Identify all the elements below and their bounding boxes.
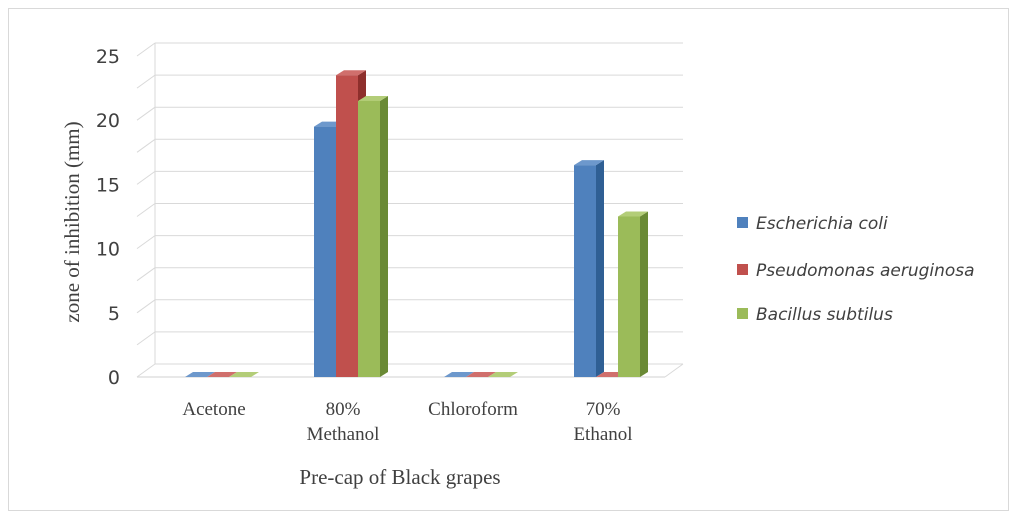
- x-tick-label: 80%: [326, 399, 361, 420]
- bar: [574, 160, 604, 377]
- bar-top: [207, 372, 237, 377]
- bar: [488, 372, 518, 377]
- gridline-depth: [136, 331, 156, 346]
- legend: Escherichia coli Pseudomonas aeruginosa Ba…: [737, 214, 975, 325]
- gridline-depth: [136, 267, 156, 282]
- bar-front: [314, 126, 336, 378]
- gridline-depth: [136, 42, 156, 57]
- y-tick-label: 5: [108, 303, 120, 325]
- gridline-depth: [136, 74, 156, 89]
- bar-top: [229, 372, 259, 377]
- bar-top: [466, 372, 496, 377]
- y-tick-label: 25: [96, 46, 120, 68]
- bar-top: [444, 372, 474, 377]
- gridline-depth: [136, 138, 156, 153]
- legend-swatch: [737, 264, 748, 275]
- y-tick-label: 20: [96, 110, 120, 132]
- bar-front: [618, 216, 640, 377]
- legend-label: Escherichia coli: [756, 214, 888, 234]
- bar-front: [336, 75, 358, 377]
- x-tick-label: 70%: [586, 399, 621, 420]
- y-tick-label: 10: [96, 239, 120, 261]
- y-tick-label: 15: [96, 174, 120, 196]
- gridline-depth: [136, 235, 156, 250]
- gridline-depth: [136, 106, 156, 121]
- bar-front: [358, 100, 380, 377]
- y-tick-label: 0: [108, 367, 120, 389]
- bar: [229, 372, 259, 377]
- x-tick-label: Chloroform: [428, 399, 518, 420]
- bar: [618, 211, 648, 377]
- legend-swatch: [737, 217, 748, 228]
- gridline-depth: [136, 363, 156, 378]
- y-axis-title: zone of inhibition (mm): [60, 121, 84, 322]
- bar-side: [380, 95, 388, 377]
- y-axis-ticks: 0 5 10 15 20 25: [96, 46, 120, 389]
- legend-swatch: [737, 308, 748, 319]
- bar-top: [185, 372, 215, 377]
- bar: [185, 372, 215, 377]
- gridline-depth: [136, 170, 156, 185]
- bar: [358, 95, 388, 377]
- legend-label: Pseudomonas aeruginosa: [756, 261, 975, 281]
- bar-top: [336, 70, 366, 76]
- x-tick-label: Ethanol: [573, 424, 632, 445]
- bar-top: [358, 95, 388, 101]
- bar-top: [574, 160, 604, 166]
- chart-frame: [8, 8, 1009, 511]
- gridline-depth: [136, 203, 156, 217]
- bar: [466, 372, 496, 377]
- bars: [185, 70, 648, 378]
- x-tick-label: Acetone: [182, 399, 245, 420]
- bar-side: [640, 211, 648, 377]
- x-tick-label: Methanol: [307, 424, 380, 445]
- x-axis-title: Pre-cap of Black grapes: [299, 465, 500, 489]
- floor-edge: [664, 363, 684, 378]
- bar-front: [574, 165, 596, 377]
- legend-label: Bacillus subtilus: [756, 305, 893, 325]
- bar: [444, 372, 474, 377]
- gridline-depth: [136, 299, 156, 314]
- x-axis-ticks: Acetone 80% Methanol Chloroform 70% Ethanol: [182, 399, 632, 445]
- bar: [207, 372, 237, 377]
- bar-side: [596, 160, 604, 377]
- bar-top: [488, 372, 518, 377]
- bar-top: [618, 211, 648, 217]
